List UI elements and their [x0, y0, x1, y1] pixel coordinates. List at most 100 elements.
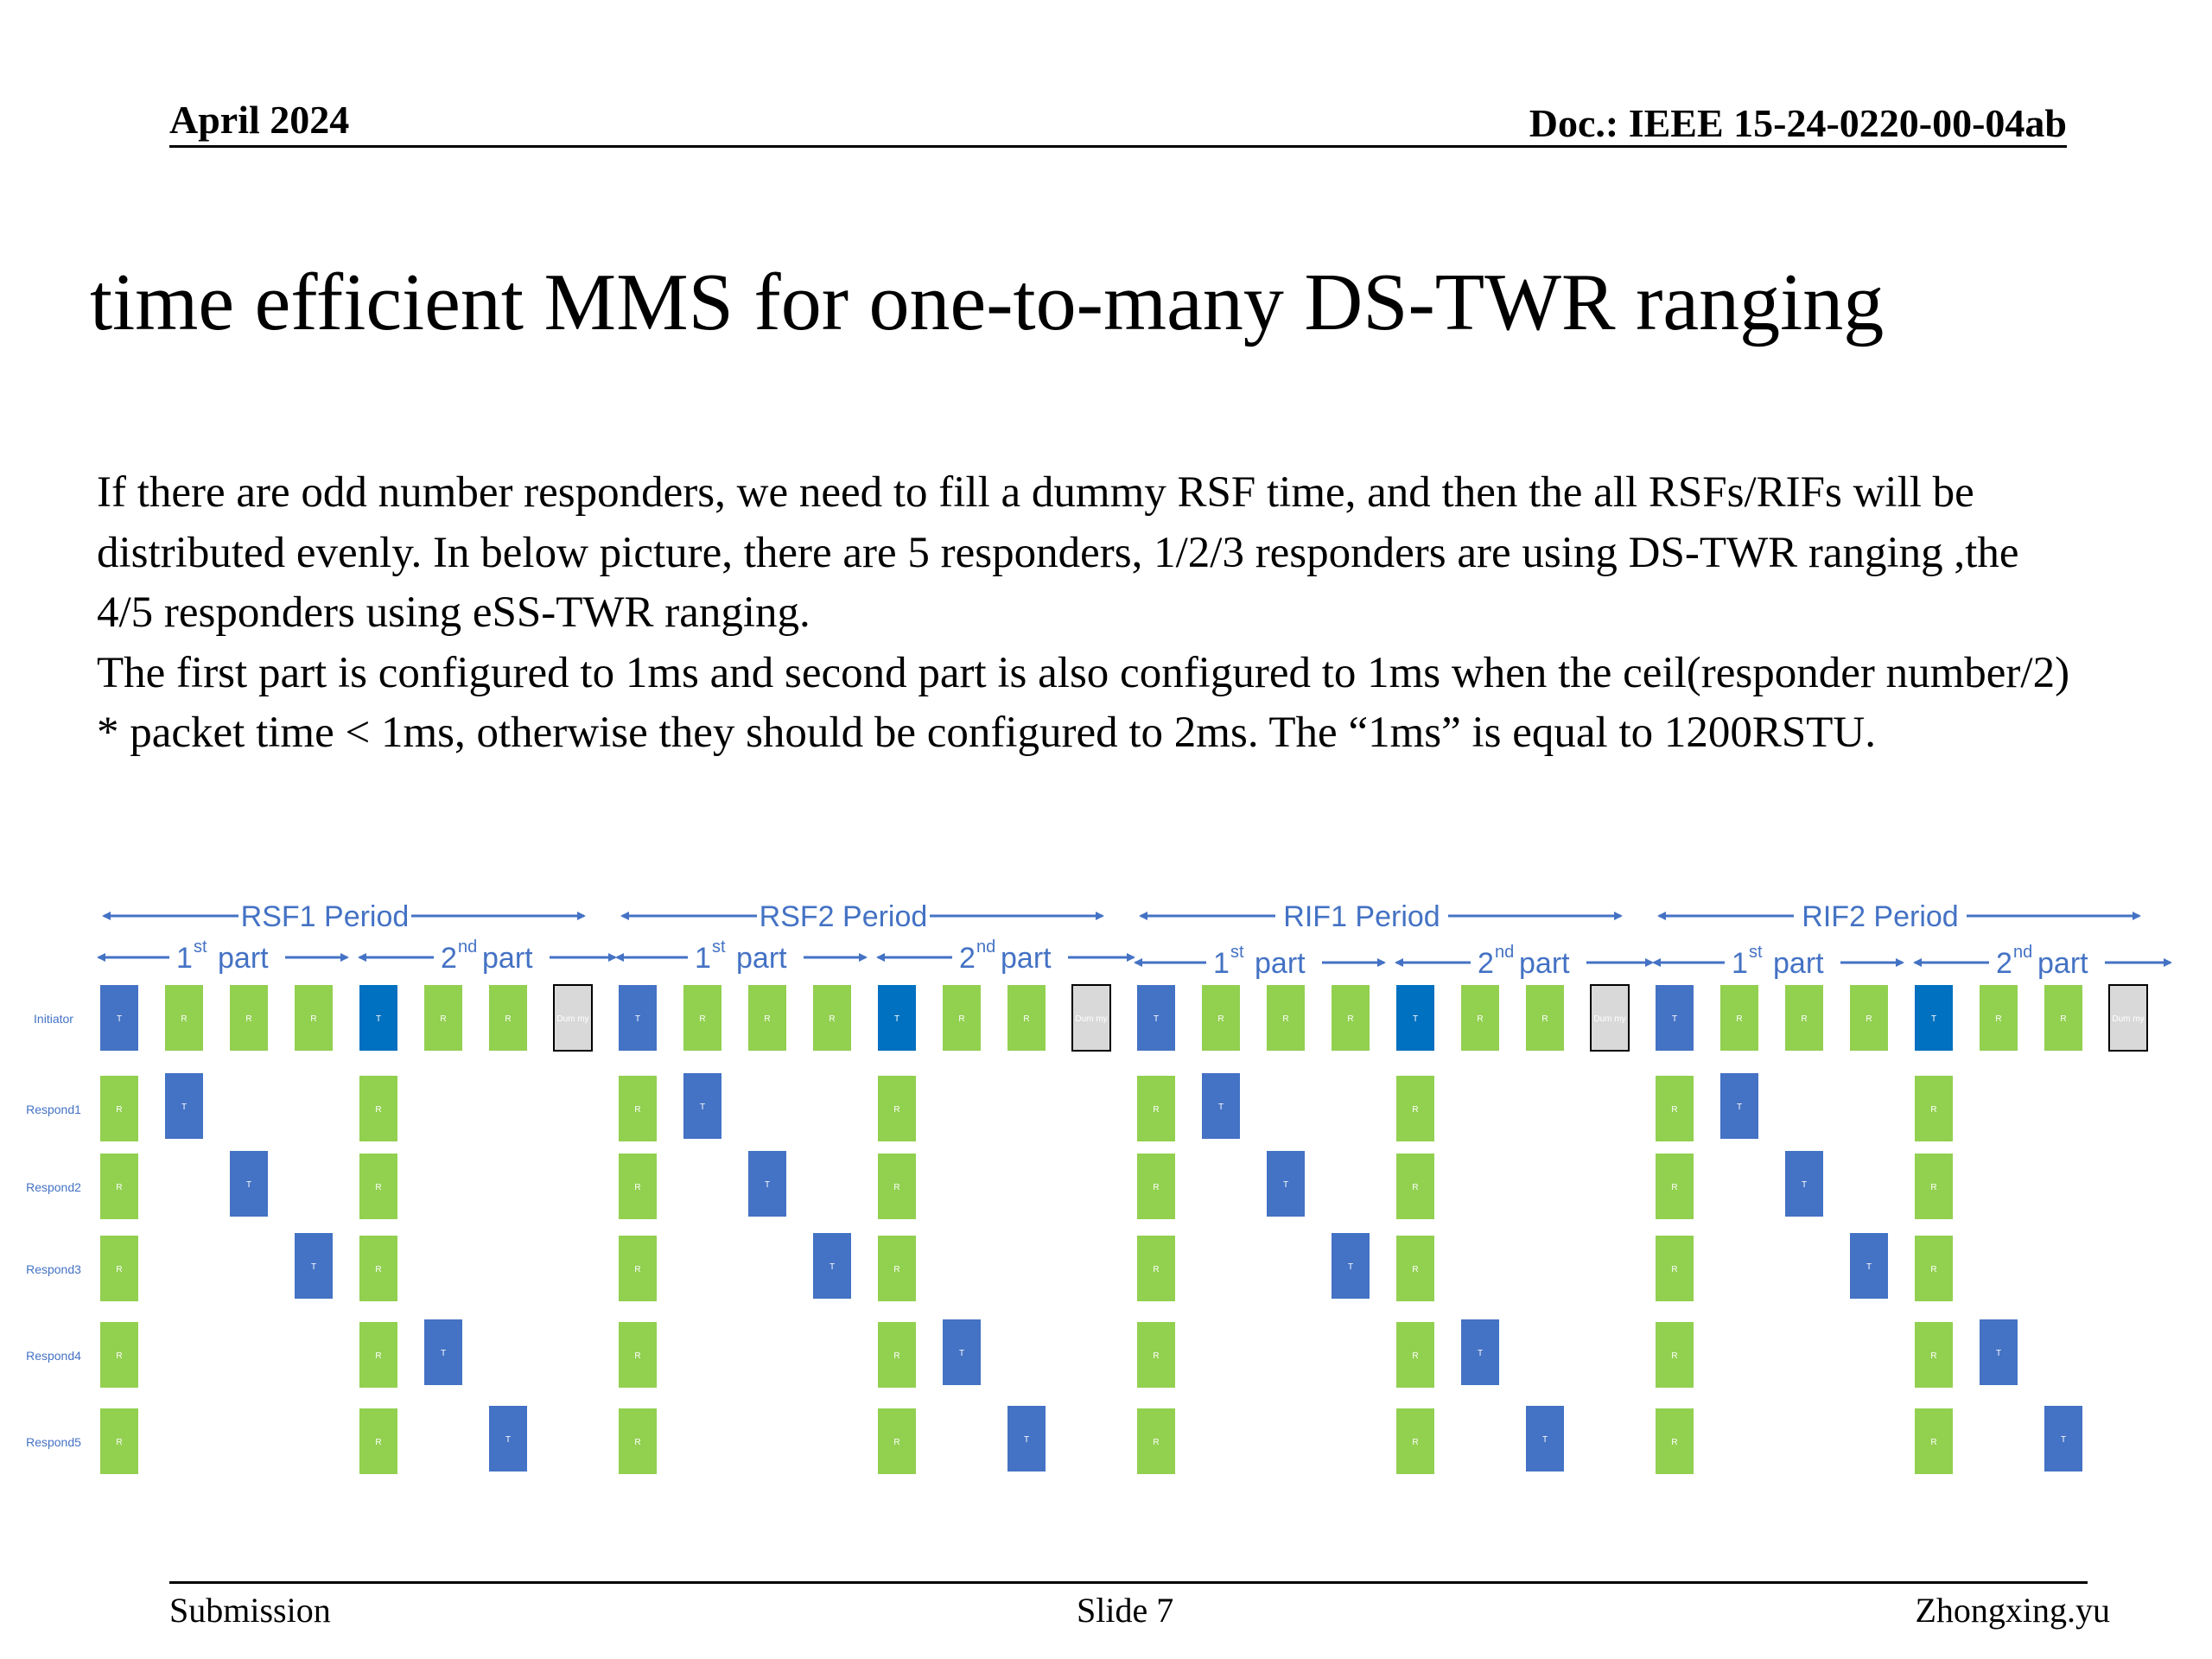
period-3-respond3-tx-letter: T [1348, 1262, 1353, 1272]
period-2-respond4-rx-2 [878, 1322, 916, 1388]
period-4-initiator-block-5 [1915, 985, 1953, 1051]
period-3-respond2-rx-2-letter: R [1412, 1183, 1418, 1192]
period-2-initiator-block-4-letter: R [829, 1014, 835, 1024]
period-4-respond4-rx-2 [1915, 1322, 1953, 1388]
period-4-first-part-number: 1 [1732, 947, 1748, 980]
period-1-initiator-block-1 [100, 985, 138, 1051]
period-4-respond5-rx-2 [1915, 1408, 1953, 1474]
period-3-respond4-tx [1461, 1319, 1499, 1385]
period-3-respond4-rx-1 [1137, 1322, 1175, 1388]
period-3-respond3-rx-1 [1137, 1236, 1175, 1301]
row-label-respond5: Respond5 [26, 1435, 81, 1449]
period-3-initiator-block-3-letter: R [1282, 1014, 1288, 1024]
period-4-respond2-rx-1-letter: R [1671, 1183, 1677, 1192]
period-4-initiator-block-1 [1656, 985, 1694, 1051]
period-4-initiator-block-2-letter: R [1736, 1014, 1742, 1024]
period-1-second-part-word: part [482, 942, 533, 975]
period-4-respond1-rx-2 [1915, 1076, 1953, 1141]
period-3-initiator-block-5-letter: T [1413, 1014, 1418, 1024]
period-1-respond5-rx-2-letter: R [375, 1438, 381, 1447]
period-1-initiator-block-8 [553, 984, 593, 1052]
period-3-initiator-block-4-letter: R [1347, 1014, 1353, 1024]
period-3-respond5-rx-1-letter: R [1153, 1438, 1159, 1447]
period-2-respond2-tx [748, 1151, 786, 1217]
period-2-respond5-rx-1-letter: R [634, 1438, 640, 1447]
period-2-initiator-block-2 [683, 985, 721, 1051]
period-1-initiator-block-5 [359, 985, 397, 1051]
period-4-respond4-tx [1980, 1319, 2018, 1385]
period-2-respond4-tx [943, 1319, 981, 1385]
period-2-first-part-word: part [736, 942, 787, 975]
period-3-respond1-tx [1202, 1073, 1240, 1139]
period-2-respond5-tx-letter: T [1024, 1435, 1029, 1445]
body-paragraph-2: The first part is configured to 1ms and … [97, 648, 2070, 758]
period-4-respond3-tx [1850, 1233, 1888, 1299]
period-1-respond3-rx-2 [359, 1236, 397, 1301]
period-1-respond2-tx [230, 1151, 268, 1217]
period-1-respond4-rx-2 [359, 1322, 397, 1388]
period-1-respond2-rx-1 [100, 1154, 138, 1219]
period-1-first-part-sup: st [194, 938, 207, 957]
body-paragraph-1: If there are odd number responders, we n… [97, 468, 2019, 637]
period-4-initiator-block-8 [2108, 984, 2148, 1052]
period-1-respond1-rx-2 [359, 1076, 397, 1141]
period-2-respond1-rx-1 [619, 1076, 657, 1141]
period-3-initiator-block-2-letter: R [1217, 1014, 1224, 1024]
period-2-respond4-rx-1 [619, 1322, 657, 1388]
period-4-respond5-rx-1-letter: R [1671, 1438, 1677, 1447]
footer-submission: Submission [169, 1591, 331, 1630]
period-4-respond1-tx-letter: T [1737, 1103, 1742, 1112]
period-1-second-part-sup: nd [458, 938, 477, 957]
period-4-initiator-block-8-letter: Dum my [2112, 1014, 2144, 1024]
period-2-initiator-block-1-letter: T [635, 1014, 640, 1024]
period-1-respond2-rx-1-letter: R [116, 1183, 122, 1192]
period-3-respond5-rx-1 [1137, 1408, 1175, 1474]
period-1-initiator-block-4-letter: R [310, 1014, 316, 1024]
period-4-second-part-sup: nd [2013, 943, 2032, 962]
row-label-respond3: Respond3 [26, 1262, 81, 1276]
period-1-first-part-word: part [218, 942, 269, 975]
period-3-initiator-block-1 [1137, 985, 1175, 1051]
period-1-respond4-rx-2-letter: R [375, 1351, 381, 1361]
period-1-initiator-block-5-letter: T [376, 1014, 381, 1024]
period-4-respond2-rx-2 [1915, 1154, 1953, 1219]
period-3-second-part-word: part [1519, 947, 1570, 980]
period-3-second-part-sup: nd [1495, 943, 1514, 962]
period-2-respond1-tx [683, 1073, 721, 1139]
period-3-respond4-rx-2 [1396, 1322, 1434, 1388]
header-date: April 2024 [169, 98, 350, 142]
period-3-respond5-rx-2-letter: R [1412, 1438, 1418, 1447]
period-1-respond1-tx-letter: T [181, 1103, 187, 1112]
header-doc-id: Doc.: IEEE 15-24-0220-00-04ab [1529, 101, 2067, 145]
period-3-second-part-number: 2 [1478, 947, 1494, 980]
period-3-first-part-number: 1 [1213, 947, 1230, 980]
period-1-initiator-block-7-letter: R [505, 1014, 511, 1024]
period-3-label: RIF1 Period [1283, 900, 1440, 933]
period-2-label: RSF2 Period [760, 900, 928, 933]
period-1-initiator-block-3 [230, 985, 268, 1051]
period-2-respond2-tx-letter: T [765, 1180, 770, 1190]
period-1-respond2-tx-letter: T [246, 1180, 251, 1190]
period-3-respond1-rx-1-letter: R [1153, 1105, 1159, 1115]
period-1-initiator-block-7 [489, 985, 527, 1051]
period-2-respond3-tx-letter: T [830, 1262, 835, 1272]
period-1-respond5-tx [489, 1406, 527, 1471]
period-2-respond1-rx-1-letter: R [634, 1105, 640, 1115]
period-2-respond3-rx-2-letter: R [893, 1265, 899, 1274]
period-4-respond1-rx-2-letter: R [1930, 1105, 1936, 1115]
period-4-initiator-block-6-letter: R [1995, 1014, 2001, 1024]
period-4-initiator-block-3 [1785, 985, 1823, 1051]
period-4-respond1-rx-1 [1656, 1076, 1694, 1141]
period-3-respond5-tx [1526, 1406, 1564, 1471]
period-1-respond4-tx-letter: T [441, 1349, 446, 1358]
period-4-label: RIF2 Period [1802, 900, 1958, 933]
period-3-respond1-rx-2-letter: R [1412, 1105, 1418, 1115]
period-4-respond2-tx-letter: T [1802, 1180, 1807, 1190]
period-4-respond4-rx-1-letter: R [1671, 1351, 1677, 1361]
period-3-respond4-tx-letter: T [1478, 1349, 1483, 1358]
period-2-respond1-tx-letter: T [700, 1103, 705, 1112]
period-2-initiator-block-8 [1071, 984, 1111, 1052]
period-1-respond5-rx-1-letter: R [116, 1438, 122, 1447]
period-4-initiator-block-6 [1980, 985, 2018, 1051]
footer-slide-number: Slide 7 [1077, 1591, 1174, 1630]
